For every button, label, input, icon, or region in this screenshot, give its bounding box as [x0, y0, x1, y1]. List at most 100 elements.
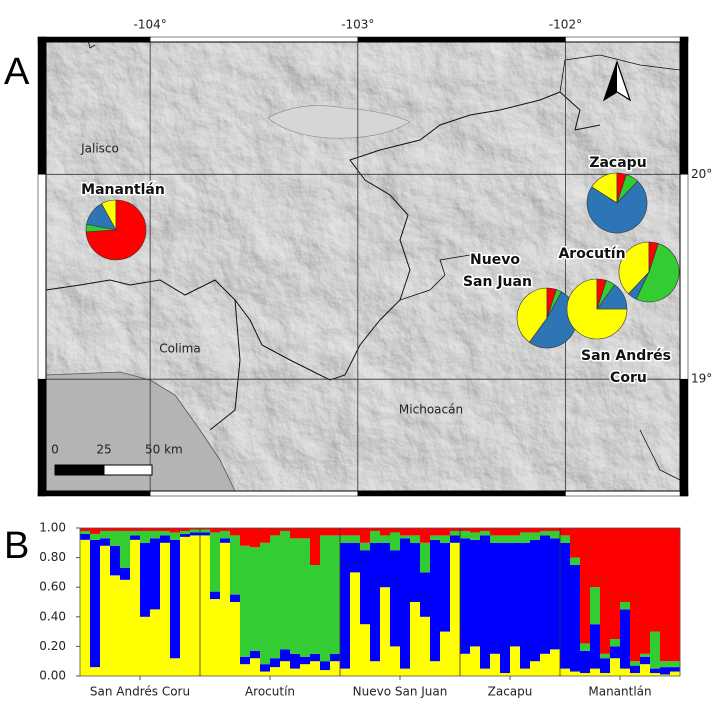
bar-segment	[300, 656, 311, 665]
bar-segment	[470, 532, 481, 540]
bar-segment	[380, 542, 391, 588]
group-label: Zacapu	[488, 685, 533, 699]
bar-segment	[200, 535, 211, 676]
bar-segment	[270, 528, 281, 536]
bar-segment	[430, 528, 441, 536]
bar-segment	[250, 658, 261, 676]
scale-label: 25	[96, 443, 111, 457]
bar-segment	[180, 536, 191, 676]
bar-segment	[110, 530, 121, 546]
bar-segment	[580, 528, 591, 644]
bar-segment	[170, 539, 181, 659]
bar-segment	[490, 528, 501, 536]
bar-segment	[650, 528, 661, 632]
bar-segment	[610, 528, 621, 639]
bar-segment	[200, 532, 211, 536]
bar-segment	[430, 539, 441, 662]
bar-segment	[640, 656, 651, 665]
bar-segment	[300, 664, 311, 676]
bar-segment	[380, 587, 391, 676]
y-tick-label: 20°	[691, 167, 712, 181]
bar-segment	[130, 528, 141, 531]
lake	[267, 105, 411, 139]
bar-segment	[240, 656, 251, 665]
bar-segment	[510, 528, 521, 536]
bar-segment	[280, 649, 291, 662]
north-arrow-half	[604, 62, 617, 100]
ocean	[46, 371, 236, 491]
bar-segment	[170, 532, 181, 540]
bar-segment	[440, 631, 451, 676]
bar-segment	[180, 530, 191, 534]
pie-charts: Manantlán Zacapu Nuevo San Juan San Andrés …	[80, 154, 680, 388]
bar-segment	[120, 530, 131, 568]
bar-segment	[110, 575, 121, 676]
bar-segment	[590, 668, 601, 676]
state-border	[209, 299, 241, 431]
region-label: Colima	[159, 342, 200, 356]
pie-slice	[516, 287, 548, 343]
bar-segment	[440, 542, 451, 632]
bar-segment	[120, 528, 131, 531]
bar-segment	[670, 528, 681, 662]
bar-segment	[540, 535, 551, 654]
group-label: Nuevo San Juan	[353, 685, 448, 699]
frame-strip	[149, 490, 359, 497]
bar-segment	[140, 542, 151, 617]
bar-segment	[370, 661, 381, 676]
bar-segment	[420, 542, 431, 573]
bar-segment	[190, 528, 201, 530]
bar-segment	[230, 594, 241, 602]
bar-segment	[240, 545, 251, 657]
bar-segment	[560, 668, 571, 676]
bar-segment	[660, 528, 671, 662]
bar-segment	[400, 538, 411, 669]
bar-segment	[670, 661, 681, 668]
bar-segment	[310, 653, 321, 662]
bar-segment	[90, 539, 101, 668]
bar-segment	[270, 658, 281, 668]
bar-segment	[620, 528, 631, 602]
bar-segment	[390, 532, 401, 551]
bar-segment	[290, 653, 301, 669]
bar-segment	[600, 528, 611, 654]
bar-segment	[360, 624, 371, 676]
bar-segment	[210, 591, 221, 600]
bar-segment	[380, 528, 391, 536]
bar-segment	[520, 542, 531, 669]
pie-slice	[546, 287, 557, 319]
bar-segment	[410, 528, 421, 536]
bar-segment	[200, 528, 211, 530]
bar-segment	[440, 535, 451, 543]
bar-segment	[460, 653, 471, 676]
bar-segment	[170, 528, 181, 533]
bar-segment	[140, 530, 151, 543]
bar-segment	[160, 530, 171, 536]
frame-strip	[37, 490, 151, 497]
bar-segment	[500, 528, 511, 536]
scale-bar	[54, 464, 105, 476]
plot-frame	[79, 527, 681, 677]
bar-segment	[550, 528, 561, 531]
group-label: Manantlán	[588, 685, 651, 699]
structure-plot: 0.00 0.20 0.40 0.60 0.80 1.00 San Andrés Coru A…	[39, 521, 681, 699]
bar-segment	[540, 530, 551, 536]
frame-strip	[149, 36, 359, 43]
bar-segment	[540, 653, 551, 676]
bar-segment	[420, 616, 431, 676]
bar-segment	[330, 528, 341, 536]
region-label: Jalisco	[80, 142, 119, 156]
frame-strip	[679, 378, 689, 497]
bar-segment	[260, 528, 271, 543]
bar-segment	[160, 542, 171, 676]
bar-segment	[90, 533, 101, 540]
bar-segment	[360, 542, 371, 551]
x-tick-label: -103°	[341, 18, 374, 32]
bar-segment	[600, 658, 611, 674]
bar-segment	[420, 528, 431, 543]
bar-segment	[630, 673, 641, 676]
bar-segment	[440, 528, 451, 536]
bar-segment	[620, 668, 631, 676]
bar-segment	[380, 535, 391, 543]
